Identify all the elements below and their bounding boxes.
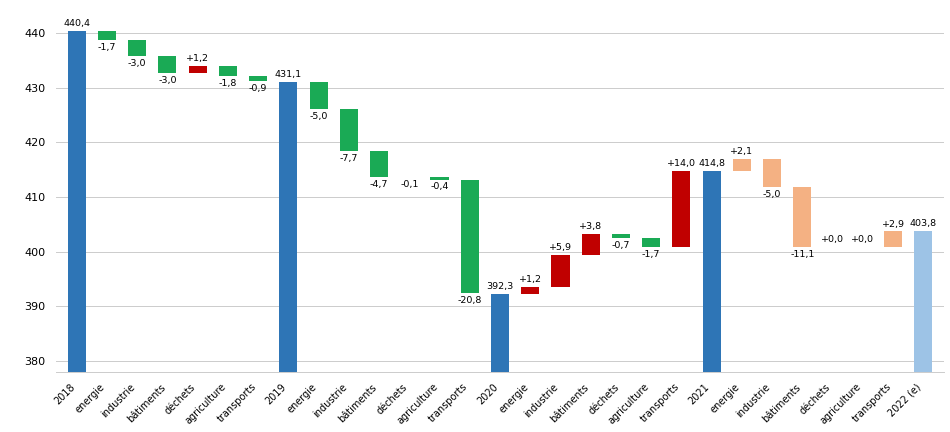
Bar — [98, 31, 116, 40]
Bar — [310, 82, 328, 109]
Text: -5,0: -5,0 — [310, 112, 328, 121]
Text: -20,8: -20,8 — [458, 296, 482, 305]
Text: +14,0: +14,0 — [667, 159, 696, 168]
Text: -1,7: -1,7 — [98, 43, 116, 52]
Text: +5,9: +5,9 — [549, 243, 572, 252]
Text: 431,1: 431,1 — [275, 70, 302, 79]
Bar — [732, 159, 751, 171]
Bar — [370, 151, 389, 177]
Text: +3,8: +3,8 — [580, 222, 602, 231]
Text: +2,9: +2,9 — [882, 219, 904, 229]
Text: -11,1: -11,1 — [790, 250, 814, 259]
Bar — [67, 31, 86, 372]
Text: -4,7: -4,7 — [370, 180, 389, 189]
Text: 403,8: 403,8 — [910, 219, 937, 228]
Bar — [430, 177, 448, 180]
Text: +2,1: +2,1 — [731, 147, 753, 156]
Bar — [673, 171, 691, 248]
Bar — [218, 66, 237, 76]
Text: -3,0: -3,0 — [158, 76, 177, 85]
Bar — [914, 231, 932, 372]
Bar — [491, 294, 509, 372]
Bar — [188, 66, 207, 73]
Bar — [763, 159, 781, 187]
Bar — [340, 109, 358, 151]
Bar — [128, 40, 146, 57]
Text: -7,7: -7,7 — [339, 154, 358, 163]
Bar — [461, 180, 479, 293]
Bar — [642, 238, 660, 248]
Bar — [703, 171, 721, 372]
Text: -1,8: -1,8 — [218, 79, 238, 88]
Text: +1,2: +1,2 — [519, 275, 542, 284]
Bar — [522, 287, 540, 294]
Bar — [581, 234, 599, 255]
Text: +1,2: +1,2 — [186, 54, 209, 64]
Text: -5,0: -5,0 — [763, 190, 781, 199]
Bar — [249, 76, 267, 81]
Text: -0,7: -0,7 — [612, 241, 630, 250]
Text: -1,7: -1,7 — [642, 250, 660, 259]
Bar — [612, 234, 630, 238]
Text: 392,3: 392,3 — [486, 282, 514, 291]
Bar — [279, 82, 297, 372]
Bar — [159, 57, 177, 73]
Text: +0,0: +0,0 — [851, 235, 874, 245]
Bar — [854, 247, 872, 248]
Bar — [793, 187, 811, 248]
Text: -0,1: -0,1 — [400, 180, 418, 189]
Bar — [824, 247, 842, 248]
Text: -3,0: -3,0 — [128, 59, 146, 68]
Bar — [551, 255, 570, 287]
Text: 440,4: 440,4 — [64, 19, 90, 28]
Text: +0,0: +0,0 — [821, 235, 844, 245]
Text: 414,8: 414,8 — [698, 159, 725, 168]
Bar — [884, 232, 902, 248]
Text: -0,4: -0,4 — [430, 182, 448, 191]
Text: -0,9: -0,9 — [249, 84, 267, 93]
